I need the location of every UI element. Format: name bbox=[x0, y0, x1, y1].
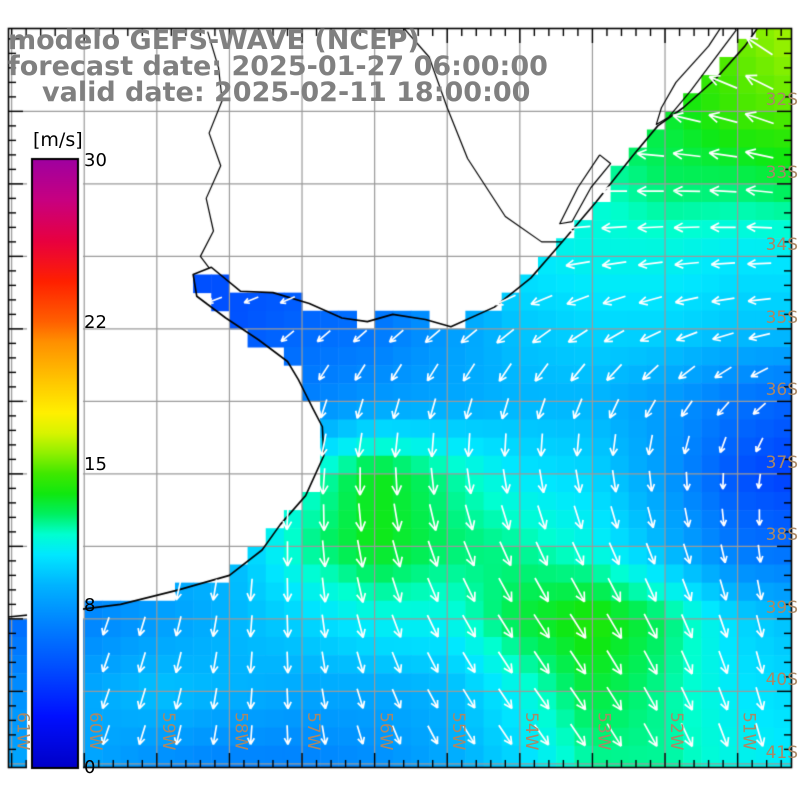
lat-grid-label: 37S bbox=[765, 452, 798, 473]
lon-grid-label: 53W bbox=[593, 712, 614, 751]
lon-grid-label: 54W bbox=[520, 712, 541, 751]
lon-grid-label: 51W bbox=[738, 712, 759, 751]
lat-grid-label: 41S bbox=[765, 742, 798, 763]
lat-grid-label: 40S bbox=[765, 670, 798, 691]
lat-grid-label: 35S bbox=[765, 307, 798, 328]
lat-grid-label: 32S bbox=[765, 90, 798, 111]
colorbar-tick-label: 0 bbox=[84, 757, 96, 778]
lon-grid-label: 57W bbox=[303, 712, 324, 751]
lon-grid-label: 61W bbox=[12, 712, 33, 751]
lon-grid-label: 58W bbox=[230, 712, 251, 751]
title-block: modelo GEFS-WAVE (NCEP) forecast date: 2… bbox=[8, 25, 548, 108]
colorbar-tick-label: 15 bbox=[84, 453, 107, 475]
lat-grid-label: 39S bbox=[765, 597, 798, 618]
lon-grid-label: 55W bbox=[448, 712, 469, 751]
lat-grid-label: 33S bbox=[765, 162, 798, 183]
colorbar-unit-label: [m/s] bbox=[33, 129, 83, 151]
valid-date-label: valid date: 2025-02-11 18:00:00 bbox=[42, 77, 531, 108]
lon-grid-label: 56W bbox=[375, 712, 396, 751]
colorbar-tick-label: 22 bbox=[84, 311, 107, 333]
lon-grid-label: 52W bbox=[666, 712, 687, 751]
forecast-date-label: forecast date: 2025-01-27 06:00:00 bbox=[8, 51, 548, 82]
lat-grid-label: 34S bbox=[765, 235, 798, 256]
lat-grid-label: 38S bbox=[765, 525, 798, 546]
colorbar-tick-label: 30 bbox=[84, 150, 107, 171]
lat-grid-label: 36S bbox=[765, 380, 798, 401]
lon-grid-label: 59W bbox=[157, 712, 178, 751]
lon-grid-label: 60W bbox=[85, 712, 106, 751]
model-title: modelo GEFS-WAVE (NCEP) bbox=[8, 25, 420, 56]
colorbar-tick-label: 8 bbox=[84, 595, 96, 617]
